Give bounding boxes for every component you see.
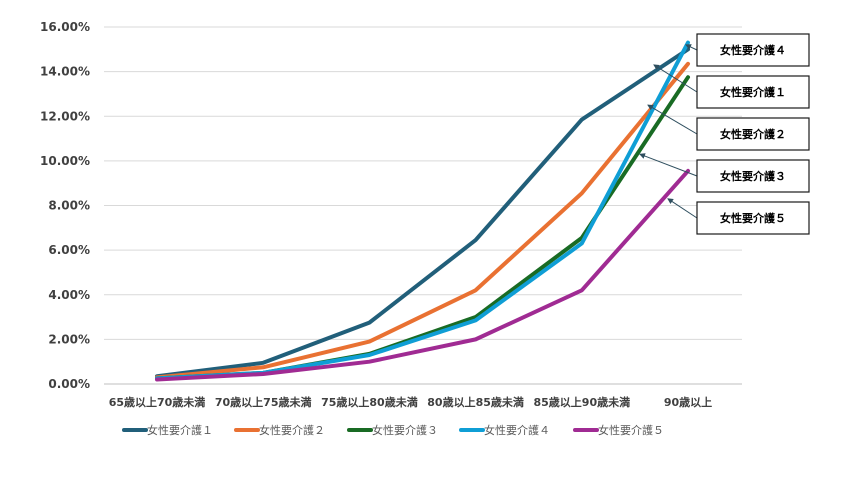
callout-leader [685, 44, 698, 51]
y-tick-label: 14.00% [40, 65, 90, 79]
legend: 女性要介護１ 女性要介護２ 女性要介護３ 女性要介護４ 女性要介護５ [122, 423, 664, 437]
x-tick-label: 85歳以上90歳未満 [533, 395, 630, 409]
series-line-3 [155, 75, 690, 381]
callout-leader [639, 153, 698, 177]
x-tick-label: 75歳以上80歳未満 [321, 395, 418, 409]
callout-leader [653, 64, 698, 93]
callout-leader [647, 104, 698, 135]
callout-label: 女性要介護１ [720, 85, 786, 99]
y-tick-label: 4.00% [48, 288, 90, 302]
gridlines [104, 26, 742, 385]
y-tick-label: 0.00% [48, 377, 90, 391]
legend-label: 女性要介護２ [259, 423, 325, 437]
callout-box [696, 33, 810, 67]
callout-box [696, 75, 810, 109]
y-tick-label: 16.00% [40, 20, 90, 34]
series-lines [155, 40, 690, 382]
x-tick-label: 70歳以上75歳未満 [215, 395, 312, 409]
callout-label: 女性要介護２ [720, 127, 786, 141]
callout-box [696, 159, 810, 193]
y-tick-label: 12.00% [40, 109, 90, 123]
y-axis-ticks: 0.00% 2.00% 4.00% 6.00% 8.00% 10.00% 12.00% 14.… [40, 20, 90, 391]
y-tick-label: 6.00% [48, 243, 90, 257]
x-tick-label: 65歳以上70歳未満 [109, 395, 206, 409]
legend-label: 女性要介護５ [598, 423, 664, 437]
x-axis-ticks: 65歳以上70歳未満 70歳以上75歳未満 75歳以上80歳未満 80歳以上85歳未満… [109, 395, 712, 409]
legend-label: 女性要介護１ [147, 423, 213, 437]
series-line-1 [155, 47, 690, 379]
series-line-2 [155, 61, 690, 380]
series-line-5 [155, 168, 690, 382]
legend-label: 女性要介護４ [484, 423, 550, 437]
y-tick-label: 10.00% [40, 154, 90, 168]
callout-leader [667, 198, 698, 219]
callout-label: 女性要介護３ [720, 169, 786, 183]
callout-label: 女性要介護５ [720, 211, 786, 225]
y-tick-label: 2.00% [48, 332, 90, 346]
callout-box [696, 201, 810, 235]
x-tick-label: 80歳以上85歳未満 [427, 395, 524, 409]
y-tick-label: 8.00% [48, 199, 90, 213]
legend-label: 女性要介護３ [372, 423, 438, 437]
x-tick-label: 90歳以上 [664, 395, 712, 409]
callout-label: 女性要介護４ [720, 43, 786, 57]
callout-labels: 女性要介護４ 女性要介護１ 女性要介護２ 女性要介護３ 女性要介護５ [639, 33, 810, 235]
callout-box [696, 117, 810, 151]
series-line-4 [155, 40, 690, 381]
